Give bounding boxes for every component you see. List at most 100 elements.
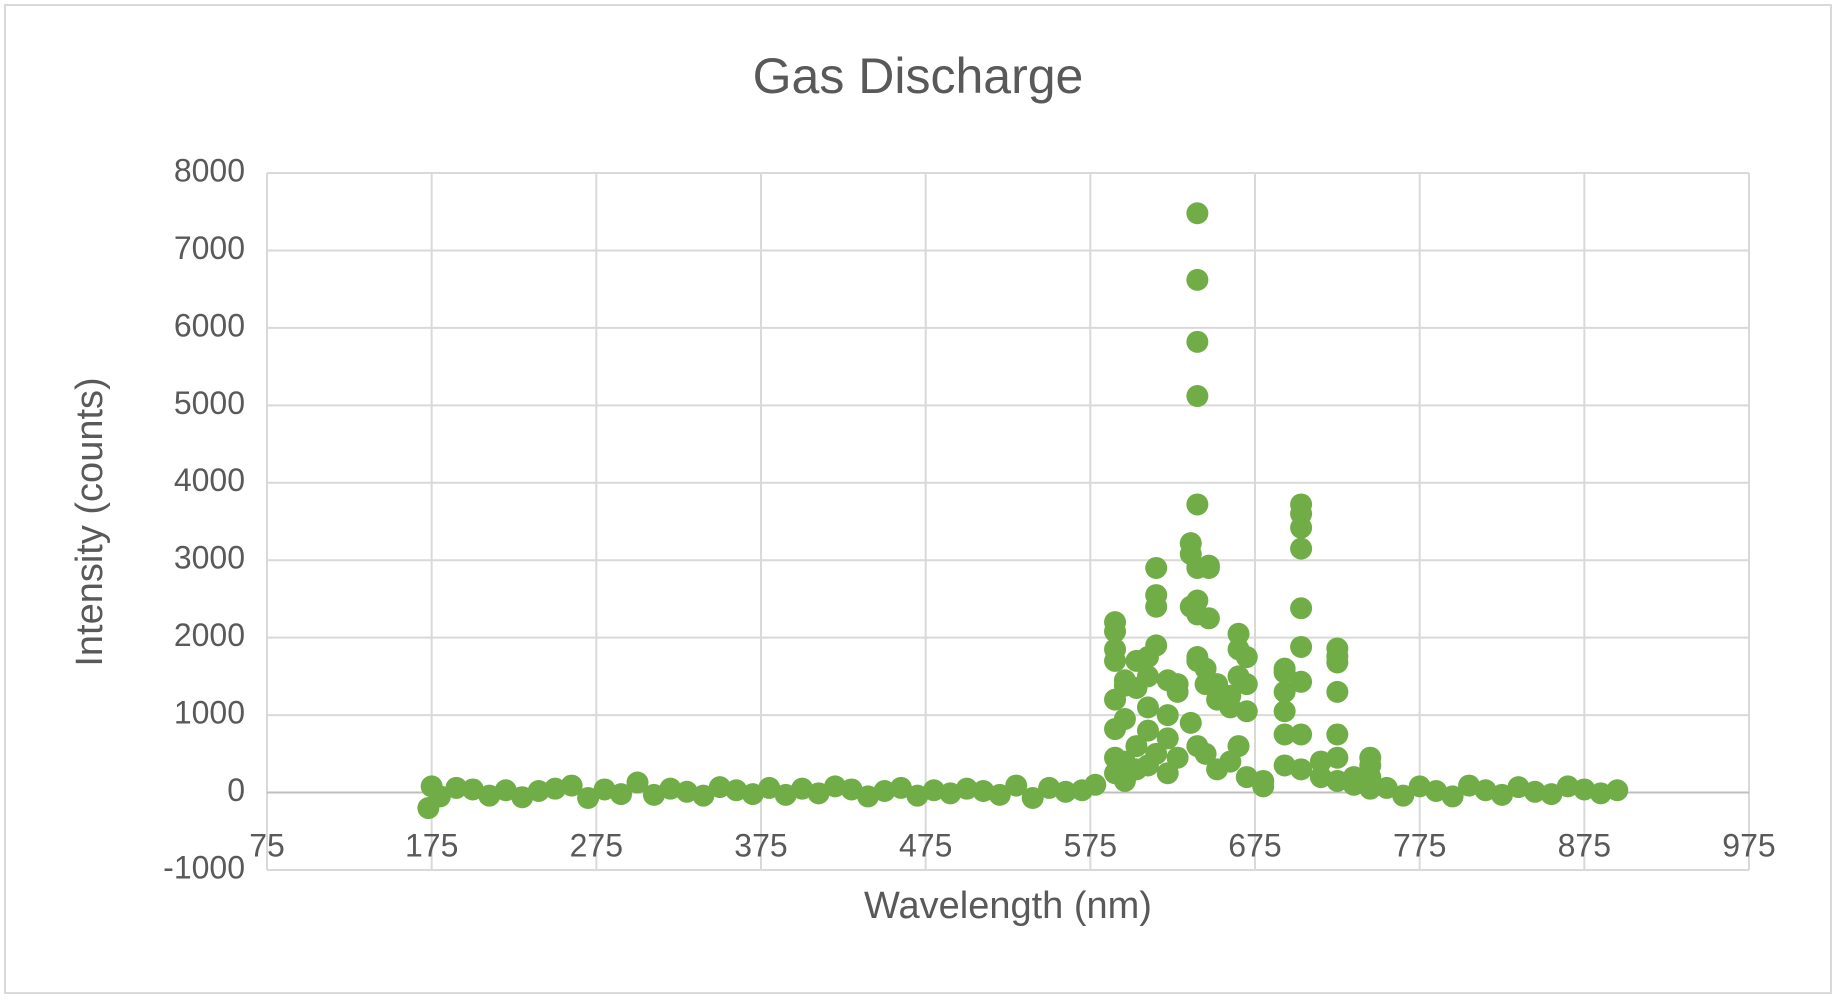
- point: [1290, 516, 1313, 539]
- point: [1523, 780, 1546, 803]
- point: [988, 783, 1011, 806]
- y-tick-label: -1000: [163, 849, 245, 885]
- point: [1136, 696, 1159, 719]
- point: [1197, 556, 1220, 579]
- point: [1197, 607, 1220, 630]
- point: [1227, 622, 1250, 645]
- y-tick-label: 7000: [174, 230, 245, 266]
- y-tick-label: 8000: [174, 152, 245, 188]
- point: [1540, 783, 1563, 806]
- x-tick-label: 775: [1393, 827, 1446, 863]
- point: [659, 777, 682, 800]
- point: [1290, 537, 1313, 560]
- point: [1145, 634, 1168, 657]
- point: [889, 776, 912, 799]
- point: [1219, 696, 1242, 719]
- point: [1186, 385, 1209, 408]
- point: [494, 779, 517, 802]
- point: [725, 779, 748, 802]
- point: [1556, 775, 1579, 798]
- point: [1156, 704, 1179, 727]
- y-tick-label: 3000: [174, 540, 245, 576]
- point: [1606, 779, 1629, 802]
- point: [1235, 673, 1258, 696]
- point: [922, 779, 945, 802]
- point: [1166, 680, 1189, 703]
- point: [1273, 680, 1296, 703]
- point: [1392, 784, 1415, 807]
- point: [972, 780, 995, 803]
- x-tick-label: 875: [1558, 827, 1611, 863]
- chart-border: [4, 4, 1832, 994]
- point: [1145, 742, 1168, 765]
- point: [1290, 635, 1313, 658]
- x-tick-label: 475: [899, 827, 952, 863]
- point: [1179, 711, 1202, 734]
- point: [758, 776, 781, 799]
- point: [1273, 661, 1296, 684]
- point: [1326, 680, 1349, 703]
- point: [1104, 649, 1127, 672]
- point: [1375, 776, 1398, 799]
- point: [1342, 773, 1365, 796]
- point: [840, 778, 863, 801]
- point: [445, 776, 468, 799]
- point: [1252, 775, 1275, 798]
- point: [1186, 268, 1209, 291]
- point: [1166, 746, 1189, 769]
- y-tick-label: 4000: [174, 462, 245, 498]
- x-tick-label: 75: [249, 827, 285, 863]
- point: [1589, 782, 1612, 805]
- point: [1194, 742, 1217, 765]
- point: [1273, 700, 1296, 723]
- point: [544, 777, 567, 800]
- point: [577, 786, 600, 809]
- point: [1273, 754, 1296, 777]
- y-tick-label: 6000: [174, 307, 245, 343]
- point: [1145, 556, 1168, 579]
- point: [1136, 719, 1159, 742]
- x-tick-label: 575: [1064, 827, 1117, 863]
- point: [1005, 774, 1028, 797]
- x-tick-label: 675: [1228, 827, 1281, 863]
- y-tick-label: 5000: [174, 385, 245, 421]
- point: [1084, 773, 1107, 796]
- point: [1125, 735, 1148, 758]
- point: [1573, 778, 1596, 801]
- y-tick-label: 2000: [174, 617, 245, 653]
- y-tick-label: 0: [227, 772, 245, 808]
- point: [1145, 595, 1168, 618]
- point: [610, 783, 633, 806]
- point: [1186, 493, 1209, 516]
- point: [626, 771, 649, 794]
- point: [1235, 700, 1258, 723]
- point: [1113, 707, 1136, 730]
- point: [1326, 769, 1349, 792]
- point: [1491, 783, 1513, 806]
- chart-title: Gas Discharge: [753, 48, 1084, 104]
- point: [1104, 620, 1127, 643]
- y-axis-label: Intensity (counts): [69, 377, 111, 666]
- point: [1309, 750, 1332, 773]
- point: [1441, 785, 1464, 808]
- point: [1186, 330, 1209, 353]
- point: [527, 780, 550, 803]
- x-tick-label: 975: [1722, 827, 1775, 863]
- x-axis-label: Wavelength (nm): [864, 885, 1152, 927]
- point: [560, 774, 583, 797]
- point: [1326, 651, 1349, 674]
- point: [1290, 758, 1313, 781]
- point: [1156, 727, 1179, 750]
- y-tick-label: 1000: [174, 695, 245, 731]
- point: [1326, 746, 1349, 769]
- point: [1227, 735, 1250, 758]
- point: [1326, 723, 1349, 746]
- point: [1186, 202, 1209, 225]
- point: [708, 776, 731, 799]
- point: [1359, 777, 1382, 800]
- point: [1290, 723, 1313, 746]
- point: [1290, 597, 1313, 620]
- point: [1054, 780, 1077, 803]
- point: [1136, 665, 1159, 688]
